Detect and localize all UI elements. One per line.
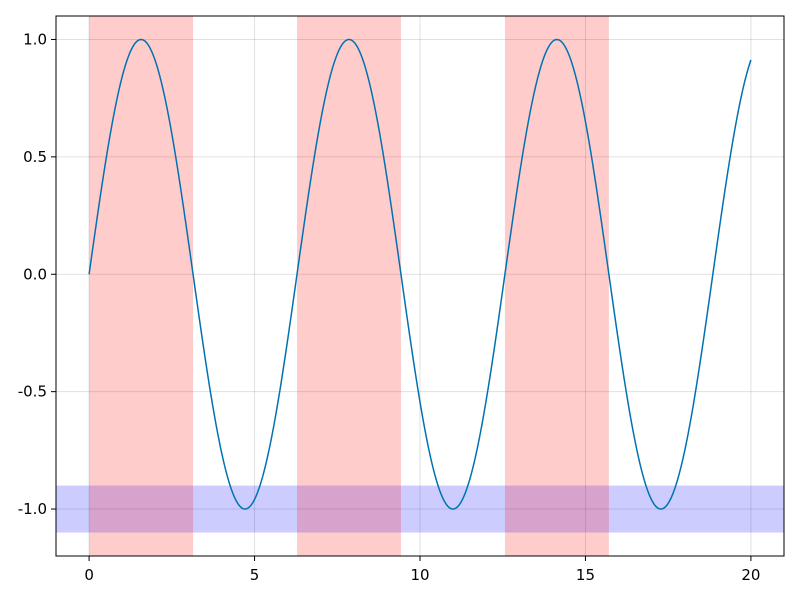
x-tick-label: 20	[741, 566, 760, 584]
vertical-span	[89, 16, 194, 556]
x-tick-label: 15	[576, 566, 595, 584]
vertical-spans	[89, 16, 609, 556]
x-tick-label: 0	[84, 566, 94, 584]
y-axis-ticks: -1.0 -0.5 0.0 0.5 1.0	[18, 30, 56, 518]
y-tick-label: 1.0	[23, 30, 47, 48]
vertical-span	[297, 16, 401, 556]
y-tick-label: 0.0	[23, 265, 47, 283]
x-tick-label: 5	[250, 566, 260, 584]
vertical-span	[504, 16, 609, 556]
y-tick-label: -0.5	[18, 383, 47, 401]
grid	[56, 16, 784, 556]
series	[88, 38, 752, 510]
sine-series-line	[88, 38, 752, 510]
y-tick-label: -1.0	[18, 500, 47, 518]
y-tick-label: 0.5	[23, 148, 47, 166]
x-axis-ticks: 0 5 10 15 20	[84, 556, 760, 584]
x-tick-label: 10	[410, 566, 429, 584]
